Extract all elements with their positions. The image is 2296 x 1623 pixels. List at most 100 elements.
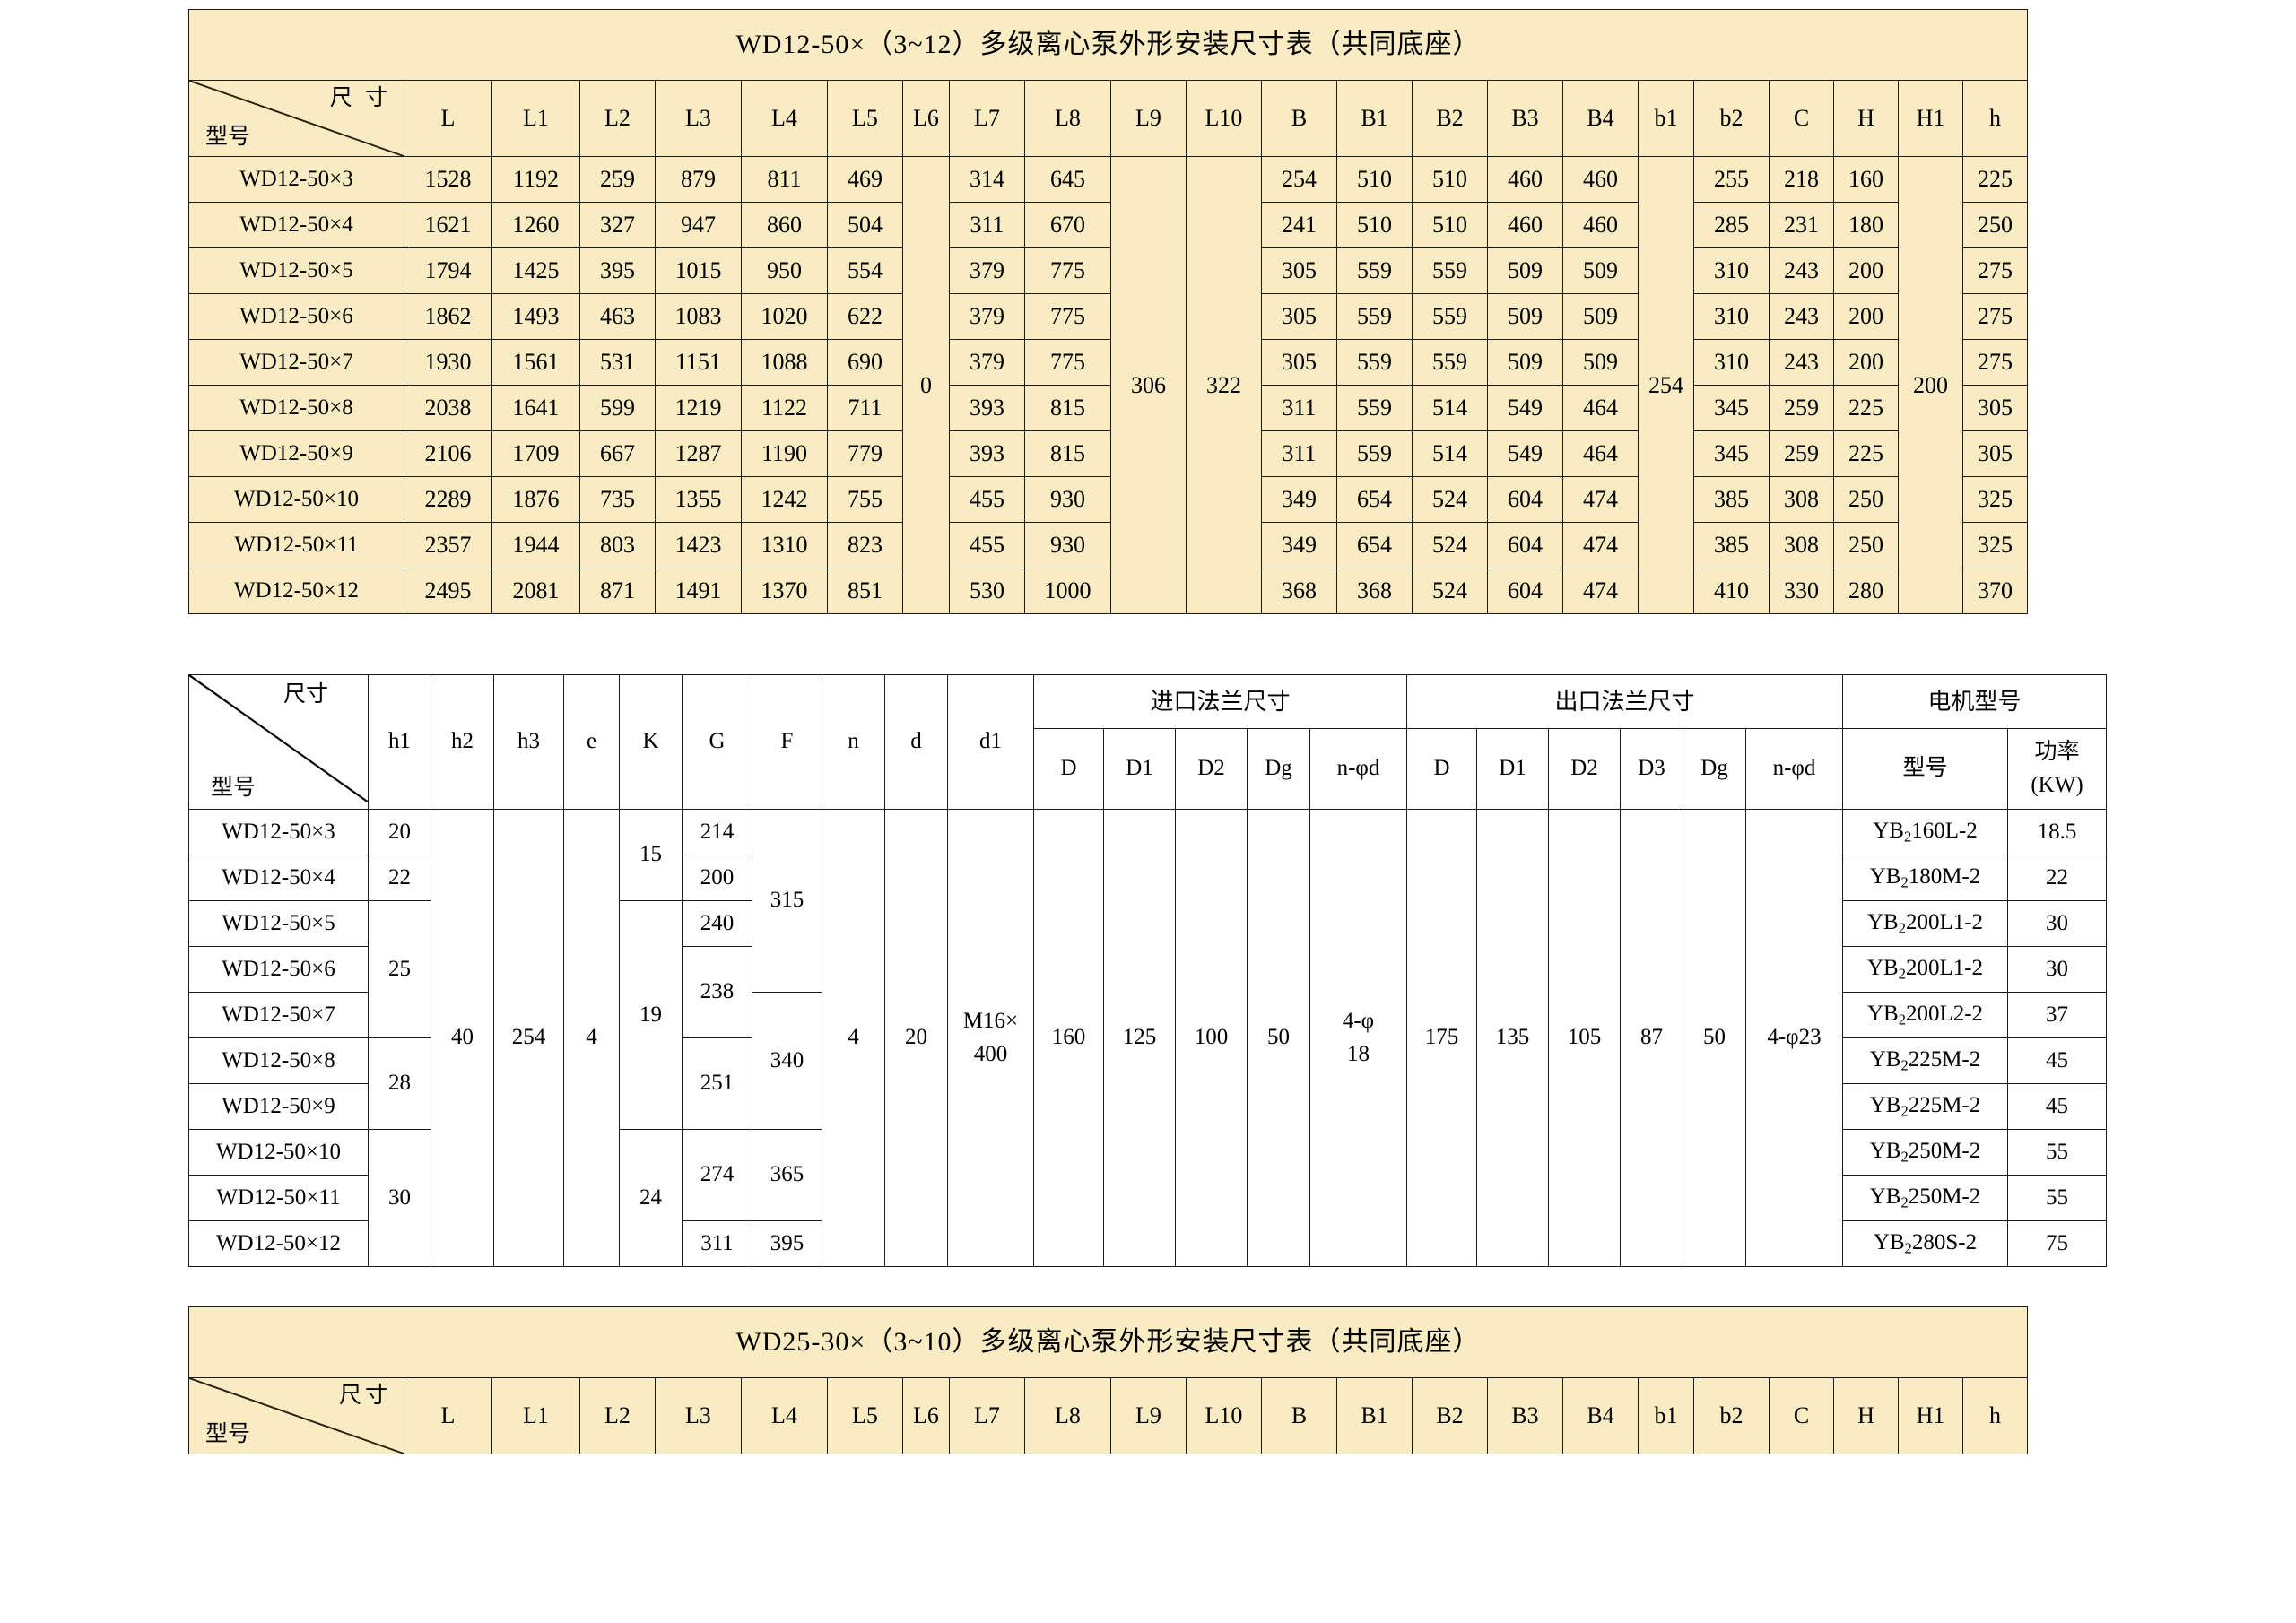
cell-motor-power: 75	[2007, 1220, 2107, 1268]
cell-L5: 755	[827, 476, 903, 523]
table-row: WD12-50×8 28 251 YB2225M-2 45	[188, 1037, 2107, 1131]
cell-L8: 775	[1024, 247, 1111, 294]
cell-B1: 559	[1336, 339, 1413, 386]
row-model: WD12-50×9	[188, 430, 404, 477]
cell-L1: 1192	[491, 156, 580, 203]
cell-L4: 1088	[741, 339, 828, 386]
cell-B: 305	[1261, 247, 1337, 294]
col-header-C: C	[1769, 1377, 1834, 1454]
cell-L4: 1122	[741, 385, 828, 431]
cell-L1: 1425	[491, 247, 580, 294]
cell-L5: 469	[827, 156, 903, 203]
cell-h: 305	[1962, 430, 2028, 477]
cell-L2: 803	[579, 522, 656, 568]
cell-L3: 1423	[655, 522, 742, 568]
cell-motor-model: YB2180M-2	[1842, 855, 2008, 902]
table-row: WD12-50×11 2357 1944 803 1423 1310 823 4…	[188, 522, 2028, 568]
cell-B3: 604	[1487, 522, 1563, 568]
row-model: WD12-50×8	[188, 1037, 369, 1085]
table-row: WD12-50×8 2038 1641 599 1219 1122 711 39…	[188, 385, 2028, 431]
cell-B2: 559	[1412, 247, 1488, 294]
cell-G: 200	[682, 855, 752, 902]
cell-B: 349	[1261, 476, 1337, 523]
cell-B4: 474	[1562, 568, 1639, 614]
cell-C: 259	[1769, 430, 1834, 477]
table1-title: WD12-50×（3~12）多级离心泵外形安装尺寸表（共同底座）	[188, 9, 2028, 81]
table-row: WD12-50×12 311 395 YB2280S-2 75	[188, 1220, 2107, 1268]
cell-L7: 455	[949, 522, 1025, 568]
cell-B4: 464	[1562, 430, 1639, 477]
col-header-L6: L6	[902, 1377, 950, 1454]
cell-B3: 549	[1487, 385, 1563, 431]
row-model: WD12-50×5	[188, 900, 369, 948]
col-header-L5: L5	[827, 80, 903, 157]
col-header-outlet-nphid: n-φd	[1745, 727, 1843, 811]
cell-L4: 1242	[741, 476, 828, 523]
cell-H: 225	[1833, 430, 1899, 477]
col-header-L8: L8	[1024, 1377, 1111, 1454]
row-model: WD12-50×6	[188, 946, 369, 994]
cell-L4: 811	[741, 156, 828, 203]
cell-L3: 1355	[655, 476, 742, 523]
group-header-outlet-flange: 出口法兰尺寸	[1406, 674, 1843, 729]
cell-b2: 345	[1693, 385, 1770, 431]
cell-e-merged: 4	[563, 809, 620, 1268]
cell-L9-merged: 306	[1110, 156, 1187, 614]
col-header-H1: H1	[1898, 80, 1963, 157]
cell-B1: 510	[1336, 202, 1413, 248]
cell-G: 274	[682, 1129, 752, 1222]
cell-motor-model: YB2250M-2	[1842, 1129, 2008, 1176]
cell-H: 200	[1833, 247, 1899, 294]
table1-container: WD12-50×（3~12）多级离心泵外形安装尺寸表（共同底座） 尺 寸 型号 …	[188, 9, 2028, 614]
cell-G: 251	[682, 1037, 752, 1131]
col-header-L: L	[404, 1377, 492, 1454]
cell-motor-model: YB2280S-2	[1842, 1220, 2008, 1268]
cell-L4: 1370	[741, 568, 828, 614]
cell-B: 311	[1261, 430, 1337, 477]
table-row: WD12-50×4 22 200 YB2180M-2 22	[188, 855, 2107, 902]
cell-B3: 460	[1487, 156, 1563, 203]
cell-L: 2495	[404, 568, 492, 614]
model-label: 型号	[205, 1422, 251, 1447]
cell-B: 254	[1261, 156, 1337, 203]
row-model: WD12-50×6	[188, 293, 404, 340]
col-header-L4: L4	[741, 1377, 828, 1454]
col-header-L8: L8	[1024, 80, 1111, 157]
cell-L: 2106	[404, 430, 492, 477]
cell-H: 250	[1833, 476, 1899, 523]
col-header-B4: B4	[1562, 1377, 1639, 1454]
table-row: WD12-50×12 2495 2081 871 1491 1370 851 5…	[188, 568, 2028, 614]
row-model: WD12-50×4	[188, 202, 404, 248]
cell-L1: 1493	[491, 293, 580, 340]
col-header-inlet-D2: D2	[1175, 727, 1248, 811]
row-model: WD12-50×10	[188, 1129, 369, 1176]
cell-L1: 2081	[491, 568, 580, 614]
cell-motor-model: YB2225M-2	[1842, 1083, 2008, 1131]
dimension-label: 尺 寸	[329, 86, 391, 110]
cell-n-merged: 4	[822, 809, 885, 1268]
cell-b2: 345	[1693, 430, 1770, 477]
col-header-outlet-D: D	[1406, 727, 1477, 811]
cell-motor-power: 37	[2007, 992, 2107, 1039]
col-header-L4: L4	[741, 80, 828, 157]
table-row: WD12-50×4 1621 1260 327 947 860 504 311 …	[188, 202, 2028, 248]
row-model: WD12-50×5	[188, 247, 404, 294]
cell-L10-merged: 322	[1186, 156, 1262, 614]
cell-B4: 460	[1562, 156, 1639, 203]
cell-G: 311	[682, 1220, 752, 1268]
cell-B4: 460	[1562, 202, 1639, 248]
cell-B3: 509	[1487, 339, 1563, 386]
cell-L1: 1641	[491, 385, 580, 431]
cell-h1: 25	[368, 900, 431, 1039]
cell-L: 2289	[404, 476, 492, 523]
group-header-motor: 电机型号	[1842, 674, 2107, 729]
cell-B2: 514	[1412, 430, 1488, 477]
cell-b2: 385	[1693, 522, 1770, 568]
cell-L1: 1944	[491, 522, 580, 568]
col-header-e: e	[563, 673, 620, 811]
cell-motor-power: 18.5	[2007, 809, 2107, 856]
col-header-H: H	[1833, 80, 1899, 157]
cell-L: 1794	[404, 247, 492, 294]
table-wd25-30-dimensions: WD25-30×（3~10）多级离心泵外形安装尺寸表（共同底座） 尺寸 型号 L…	[188, 1306, 2028, 1454]
